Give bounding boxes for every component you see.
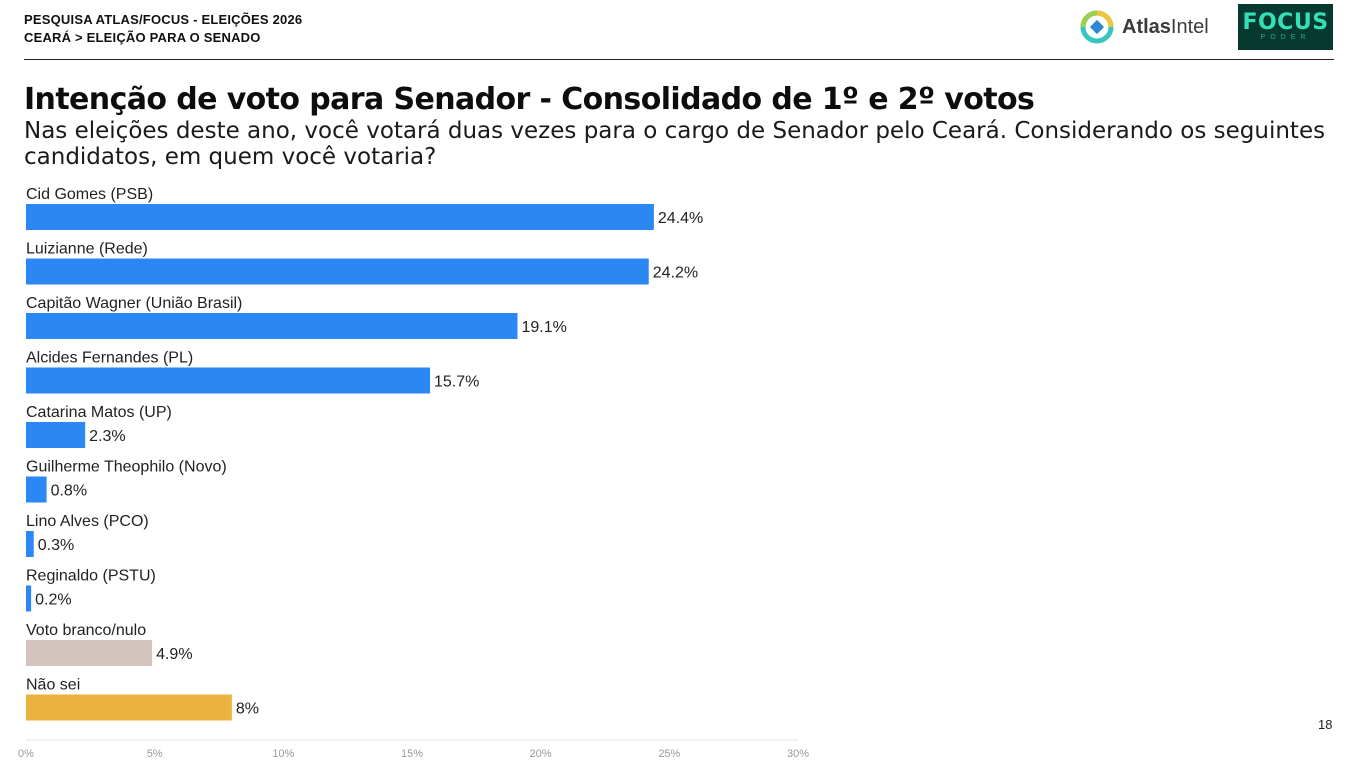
header-survey-title: PESQUISA ATLAS/FOCUS - ELEIÇÕES 2026	[24, 12, 303, 27]
value-label: 2.3%	[89, 428, 125, 445]
bar	[26, 694, 232, 721]
category-label: Reginaldo (PSTU)	[26, 568, 156, 585]
category-label: Capitão Wagner (União Brasil)	[26, 295, 242, 312]
value-label: 8%	[236, 701, 259, 718]
x-tick-label: 30%	[787, 748, 809, 760]
bar	[26, 476, 47, 503]
bar	[26, 640, 153, 666]
bar	[26, 585, 32, 612]
bar	[26, 313, 518, 339]
question-text: Nas eleições deste ano, você votará duas…	[24, 118, 1326, 170]
focus-subtext: PODER	[1260, 34, 1311, 41]
atlasintel-logo: AtlasIntel	[1080, 9, 1209, 45]
category-label: Catarina Matos (UP)	[26, 404, 172, 421]
bar	[26, 204, 654, 230]
focus-poder-logo: FOCUS PODER	[1238, 4, 1333, 50]
category-label: Não sei	[26, 677, 80, 694]
category-label: Luizianne (Rede)	[26, 241, 148, 258]
header-breadcrumb: CEARÁ > ELEIÇÃO PARA O SENADO	[24, 30, 261, 45]
value-label: 15.7%	[434, 374, 479, 391]
x-tick-label: 15%	[401, 748, 423, 760]
x-tick-label: 10%	[272, 748, 294, 760]
value-label: 24.4%	[658, 210, 703, 227]
atlasintel-wordmark: AtlasIntel	[1122, 15, 1209, 38]
value-label: 24.2%	[653, 265, 698, 282]
value-label: 0.2%	[35, 592, 71, 609]
value-label: 0.8%	[51, 483, 87, 500]
bar	[26, 367, 431, 394]
category-label: Guilherme Theophilo (Novo)	[26, 459, 227, 476]
x-tick-label: 20%	[530, 748, 552, 760]
value-label: 4.9%	[156, 646, 192, 663]
header-divider	[24, 59, 1334, 60]
bar	[26, 531, 34, 557]
x-tick-label: 5%	[147, 748, 163, 760]
category-label: Voto branco/nulo	[26, 622, 146, 639]
atlasintel-icon	[1080, 10, 1114, 44]
bar	[26, 258, 649, 285]
focus-wordmark: FOCUS	[1242, 10, 1329, 35]
bar	[26, 422, 86, 448]
category-label: Alcides Fernandes (PL)	[26, 350, 193, 367]
category-label: Lino Alves (PCO)	[26, 513, 149, 530]
x-tick-label: 0%	[18, 748, 34, 760]
x-tick-label: 25%	[658, 748, 680, 760]
value-label: 19.1%	[522, 319, 567, 336]
page-title: Intenção de voto para Senador - Consolid…	[24, 82, 1035, 117]
category-label: Cid Gomes (PSB)	[26, 186, 153, 203]
page-number: 18	[1318, 717, 1333, 732]
value-label: 0.3%	[38, 537, 74, 554]
